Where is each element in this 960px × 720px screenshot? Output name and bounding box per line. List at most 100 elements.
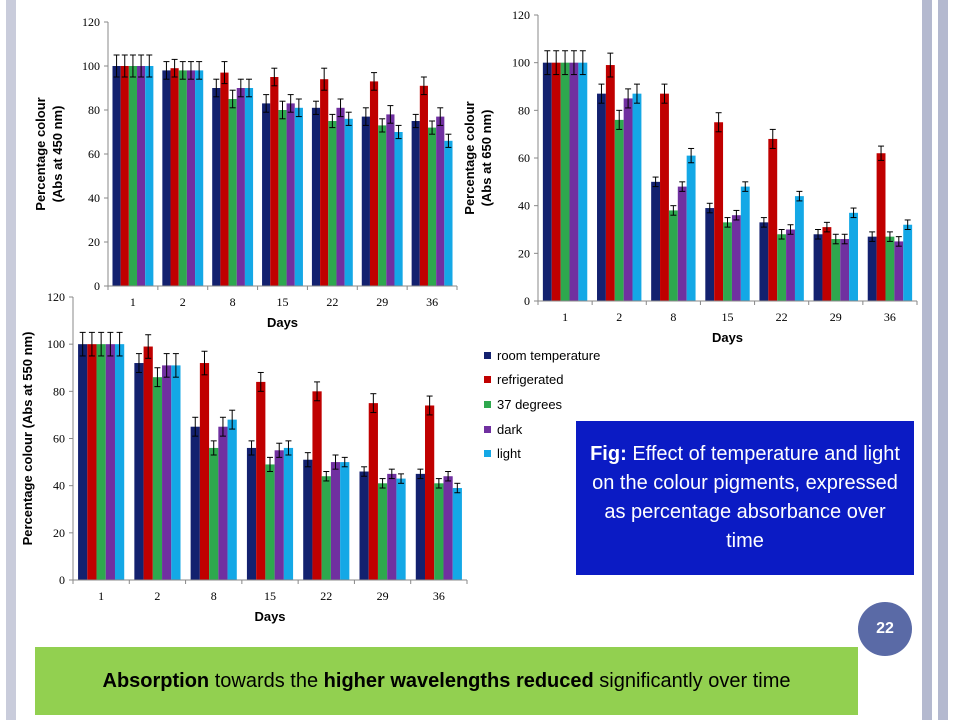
y-tick-label: 60 xyxy=(88,147,100,161)
bar xyxy=(114,344,125,580)
y-tick-label: 20 xyxy=(53,526,65,540)
y-tick-label: 40 xyxy=(53,479,65,493)
bar xyxy=(186,70,196,287)
x-axis-label: Days xyxy=(254,609,285,624)
bar xyxy=(321,476,331,580)
x-tick-label: 29 xyxy=(377,589,389,603)
figure-caption-prefix: Fig: xyxy=(590,443,627,465)
y-tick-label: 40 xyxy=(518,199,530,213)
x-tick-label: 22 xyxy=(320,589,332,603)
legend-swatch xyxy=(484,376,491,384)
bar xyxy=(361,116,370,286)
bar xyxy=(105,344,115,580)
figure-caption-box: Fig: Effect of temperature and light on … xyxy=(576,421,914,575)
bar xyxy=(336,107,345,286)
y-tick-label: 80 xyxy=(53,384,65,398)
legend-item-room-temperature: room temperature xyxy=(484,343,600,368)
y-tick-label: 20 xyxy=(518,246,530,260)
bar xyxy=(849,212,858,301)
bar xyxy=(786,229,795,301)
bar xyxy=(578,62,588,301)
bar xyxy=(227,419,237,580)
bar xyxy=(294,107,303,286)
bar xyxy=(145,66,154,286)
x-tick-label: 29 xyxy=(376,295,388,309)
chart-3: 0 20 40 60 80 100 120 1 2 8 15 22 29 36 Days Percentage… xyxy=(20,290,468,624)
bar xyxy=(195,70,204,287)
y-tick-label: 100 xyxy=(82,59,100,73)
y-tick-label: 40 xyxy=(88,191,100,205)
y-axis-label: (Abs at 650 nm) xyxy=(479,110,494,207)
bar xyxy=(312,391,322,580)
bar xyxy=(427,127,437,286)
conclusion-plain-2: significantly over time xyxy=(593,669,791,692)
chart-2: 0 20 40 60 80 100 120 1 2 8 15 22 29 36 Days Percentage… xyxy=(462,8,918,345)
bar xyxy=(274,450,284,580)
bar xyxy=(218,426,228,580)
y-tick-label: 0 xyxy=(94,279,100,293)
bar xyxy=(434,483,444,580)
bar xyxy=(246,447,257,580)
bar xyxy=(228,99,237,286)
bar xyxy=(369,81,379,287)
bar xyxy=(377,483,388,580)
bar xyxy=(436,116,445,286)
y-tick-label: 0 xyxy=(524,294,530,308)
x-tick-label: 22 xyxy=(326,295,338,309)
y-tick-label: 60 xyxy=(53,432,65,446)
legend-swatch xyxy=(484,351,491,359)
bar xyxy=(386,114,395,287)
bar xyxy=(387,473,397,580)
bar xyxy=(340,462,350,580)
y-axis-label: Percentage colour xyxy=(33,97,48,210)
conclusion-text: Absorption towards the higher wavelength… xyxy=(103,667,791,696)
bar xyxy=(278,110,287,286)
bar xyxy=(794,196,804,301)
bar xyxy=(425,405,435,580)
x-tick-label: 15 xyxy=(722,310,734,324)
bar xyxy=(668,210,678,301)
legend-item-light: light xyxy=(484,441,600,466)
bar xyxy=(394,132,403,286)
bar xyxy=(87,344,97,580)
legend-item-37-degrees: 37 degrees xyxy=(484,392,600,417)
y-tick-label: 120 xyxy=(512,8,530,22)
bar xyxy=(143,346,153,580)
bar xyxy=(444,140,453,286)
bar xyxy=(894,241,904,301)
bar xyxy=(777,234,787,301)
bar xyxy=(623,98,633,302)
conclusion-box: Absorption towards the higher wavelength… xyxy=(35,647,858,715)
frame-strip-right-1 xyxy=(922,0,932,720)
legend-label: room temperature xyxy=(497,347,601,363)
bar xyxy=(415,473,426,580)
bar xyxy=(344,118,353,286)
x-axis-label: Days xyxy=(712,330,743,345)
x-tick-label: 15 xyxy=(264,589,276,603)
bar xyxy=(178,70,187,287)
bar xyxy=(112,66,121,286)
bar xyxy=(597,93,606,302)
x-tick-label: 2 xyxy=(180,295,186,309)
bar xyxy=(152,377,163,580)
bar xyxy=(190,426,200,580)
bar xyxy=(551,62,561,301)
bar xyxy=(443,476,453,580)
figure-caption-body: Effect of temperature and light on the c… xyxy=(592,443,900,552)
x-tick-label: 36 xyxy=(426,295,438,309)
y-tick-label: 80 xyxy=(88,103,100,117)
legend-label: 37 degrees xyxy=(497,396,563,412)
bar xyxy=(651,181,661,301)
bar xyxy=(677,186,687,301)
bar xyxy=(283,447,294,580)
bar xyxy=(813,234,823,301)
bar xyxy=(78,344,88,580)
bar xyxy=(831,239,841,301)
bar xyxy=(128,66,138,286)
bar xyxy=(286,103,295,287)
conclusion-plain-1: towards the xyxy=(209,669,324,692)
y-tick-label: 80 xyxy=(518,103,530,117)
legend-item-refrigerated: refrigerated xyxy=(484,368,600,393)
conclusion-bold-2: higher wavelengths reduced xyxy=(323,669,594,692)
bar xyxy=(320,79,329,286)
